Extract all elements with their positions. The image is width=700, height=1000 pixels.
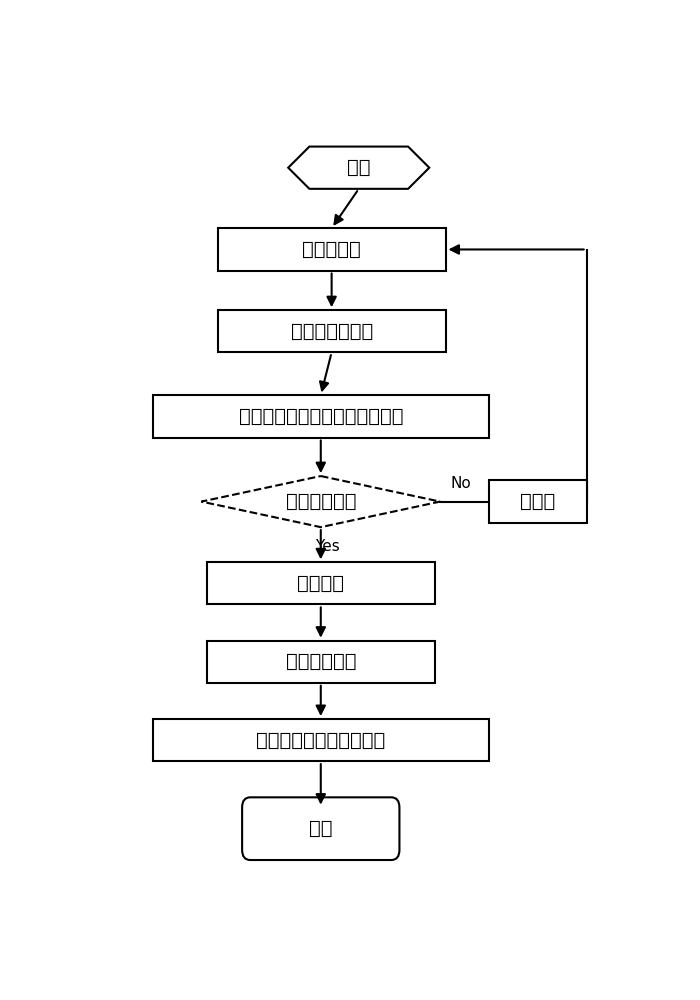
Bar [153,395,489,438]
Bar [153,719,489,761]
Text: 结束: 结束 [309,819,332,838]
Text: Yes: Yes [315,539,340,554]
FancyBboxPatch shape [242,797,400,860]
Text: 获得第一帧图像: 获得第一帧图像 [290,322,372,341]
Text: 开始: 开始 [347,158,370,177]
Text: 定位是否成功: 定位是否成功 [286,492,356,511]
Text: No: No [451,476,472,491]
Bar [489,480,587,523]
Polygon shape [288,147,429,189]
Bar [218,310,446,352]
Text: 下一帧: 下一帧 [520,492,555,511]
Text: 将放入缓冲区的图像进行预处理: 将放入缓冲区的图像进行预处理 [239,407,403,426]
Polygon shape [202,476,440,527]
Bar [218,228,446,271]
Text: 显示条码数据并释放缓存: 显示条码数据并释放缓存 [256,731,386,750]
Bar [207,641,435,683]
Bar [207,562,435,604]
Text: 提取条码数据: 提取条码数据 [286,652,356,671]
Text: 启动摄像头: 启动摄像头 [302,240,361,259]
Text: 条码校正: 条码校正 [298,574,344,593]
